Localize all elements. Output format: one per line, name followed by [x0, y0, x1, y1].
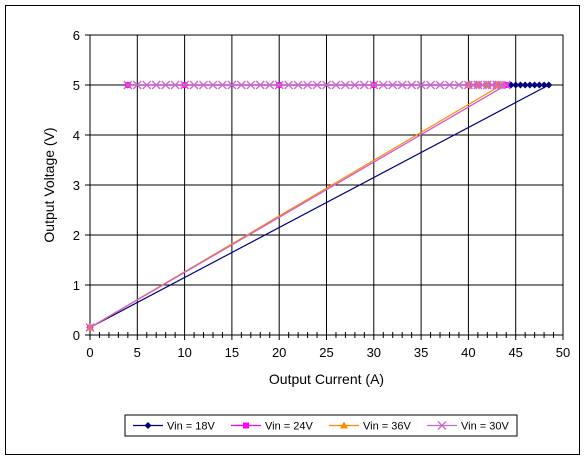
legend-label: Vin = 24V: [265, 421, 313, 433]
marker-diamond: [545, 82, 552, 89]
x-axis-title: Output Current (A): [269, 371, 384, 387]
y-axis-title: Output Voltage (V): [41, 127, 57, 242]
x-tick-label: 35: [414, 345, 428, 360]
x-tick-label: 5: [134, 345, 141, 360]
y-tick-label: 6: [73, 28, 80, 43]
y-tick-label: 1: [73, 278, 80, 293]
x-tick-label: 0: [86, 345, 93, 360]
x-tick-label: 10: [177, 345, 191, 360]
x-tick-label: 20: [272, 345, 286, 360]
legend-label: Vin = 36V: [363, 421, 411, 433]
x-tick-label: 40: [461, 345, 475, 360]
marker-square: [243, 423, 249, 429]
x-tick-label: 25: [319, 345, 333, 360]
x-tick-label: 50: [556, 345, 570, 360]
y-tick-label: 5: [73, 78, 80, 93]
chart-frame: 0 5 10 15 20 25 30 35 40 45 50 0 1 2 3 4 5 6 Output Curre…: [5, 5, 580, 455]
series-3: [86, 81, 510, 332]
series-layer: [86, 81, 552, 332]
series-line: [90, 85, 549, 328]
x-tick-label: 30: [367, 345, 381, 360]
y-tick-label: 4: [73, 128, 80, 143]
legend: Vin = 18V Vin = 24V Vin = 36V Vin = 30V: [125, 415, 517, 436]
legend-label: Vin = 18V: [167, 421, 215, 433]
series-line: [90, 85, 506, 328]
series-0: [87, 82, 553, 332]
x-tick-label: 15: [225, 345, 239, 360]
y-tick-label: 0: [73, 328, 80, 343]
y-tick-label: 3: [73, 178, 80, 193]
legend-label: Vin = 30V: [461, 421, 509, 433]
x-tick-label: 45: [508, 345, 522, 360]
y-tick-label: 2: [73, 228, 80, 243]
